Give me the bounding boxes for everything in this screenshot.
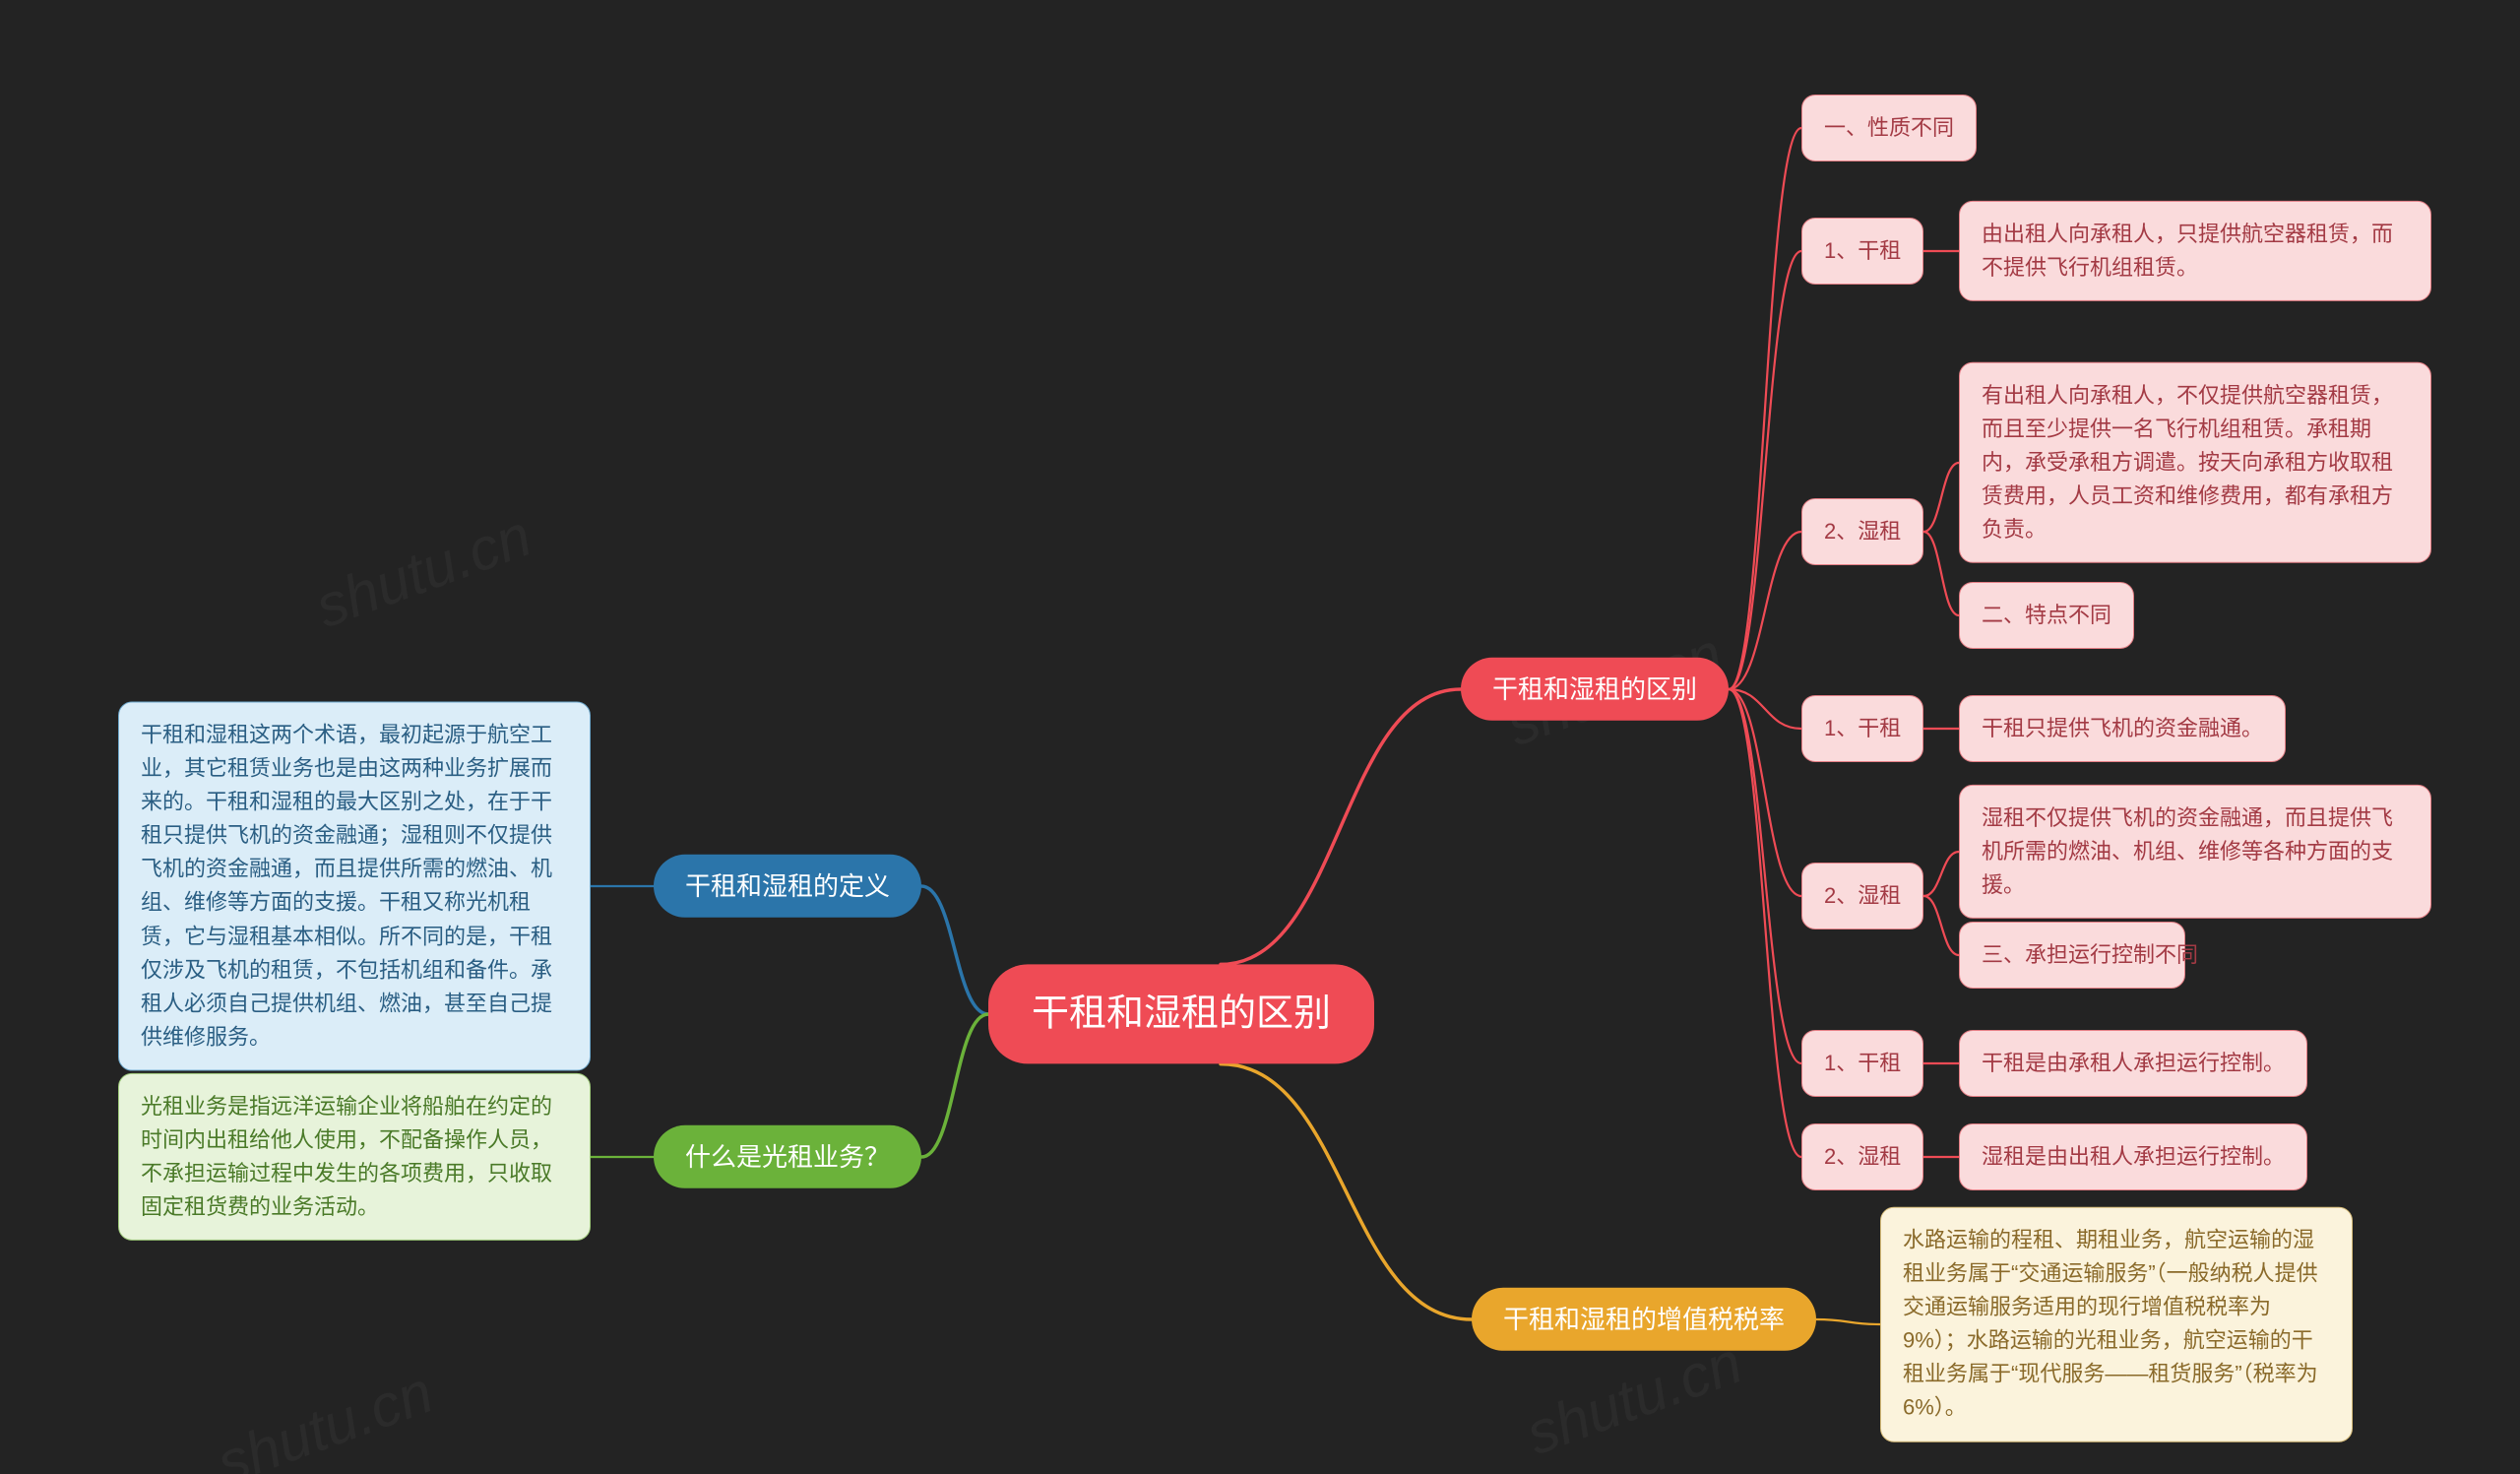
leaf-node: 三、承担运行控制不同 bbox=[1959, 922, 2185, 989]
leaf-node: 一、性质不同 bbox=[1801, 95, 1977, 161]
leaf-node: 光租业务是指远洋运输企业将船舶在约定的时间内出租给他人使用，不配备操作人员，不承… bbox=[118, 1073, 591, 1241]
leaf-node: 干租和湿租这两个术语，最初起源于航空工业，其它租赁业务也是由这两种业务扩展而来的… bbox=[118, 702, 591, 1071]
branch-node: 干租和湿租的增值税税率 bbox=[1472, 1288, 1816, 1351]
leaf-node: 2、湿租 bbox=[1801, 498, 1923, 565]
edge bbox=[1923, 896, 1959, 955]
edge bbox=[1729, 128, 1801, 689]
branch-node: 干租和湿租的定义 bbox=[654, 855, 921, 918]
leaf-node: 1、干租 bbox=[1801, 1030, 1923, 1097]
leaf-node: 1、干租 bbox=[1801, 695, 1923, 762]
edge bbox=[1729, 689, 1801, 1063]
leaf-node: 干租只提供飞机的资金融通。 bbox=[1959, 695, 2286, 762]
leaf-node: 由出租人向承租人，只提供航空器租赁，而不提供飞行机组租赁。 bbox=[1959, 201, 2431, 301]
leaf-node: 湿租是由出租人承担运行控制。 bbox=[1959, 1123, 2307, 1190]
edge bbox=[1729, 689, 1801, 729]
edge bbox=[1729, 532, 1801, 689]
leaf-node: 二、特点不同 bbox=[1959, 582, 2134, 649]
edge bbox=[1221, 689, 1461, 964]
leaf-node: 干租是由承租人承担运行控制。 bbox=[1959, 1030, 2307, 1097]
edge bbox=[1221, 1064, 1472, 1319]
edge bbox=[1729, 689, 1801, 1157]
leaf-node: 2、湿租 bbox=[1801, 1123, 1923, 1190]
edge bbox=[1729, 251, 1801, 689]
edge bbox=[921, 886, 988, 1014]
root-node: 干租和湿租的区别 bbox=[988, 964, 1374, 1063]
leaf-node: 2、湿租 bbox=[1801, 863, 1923, 929]
leaf-node: 有出租人向承租人，不仅提供航空器租赁，而且至少提供一名飞行机组租赁。承租期内，承… bbox=[1959, 362, 2431, 563]
edge bbox=[1923, 852, 1959, 896]
leaf-node: 水路运输的程租、期租业务，航空运输的湿租业务属于“交通运输服务”（一般纳税人提供… bbox=[1880, 1207, 2353, 1442]
leaf-node: 湿租不仅提供飞机的资金融通，而且提供飞机所需的燃油、机组、维修等各种方面的支援。 bbox=[1959, 785, 2431, 919]
branch-node: 干租和湿租的区别 bbox=[1461, 658, 1729, 721]
edge bbox=[1923, 463, 1959, 532]
leaf-node: 1、干租 bbox=[1801, 218, 1923, 285]
edge bbox=[1729, 689, 1801, 896]
edge bbox=[921, 1014, 988, 1157]
branch-node: 什么是光租业务？ bbox=[654, 1125, 921, 1188]
edge bbox=[1923, 532, 1959, 615]
edge bbox=[1816, 1319, 1880, 1324]
